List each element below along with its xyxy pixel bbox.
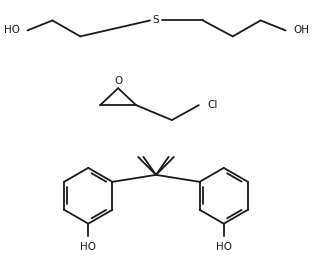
Text: Cl: Cl [208, 100, 218, 110]
Text: HO: HO [216, 242, 232, 252]
Text: O: O [114, 76, 122, 86]
Text: HO: HO [80, 242, 96, 252]
Text: HO: HO [3, 25, 19, 35]
Text: S: S [153, 16, 159, 26]
Text: OH: OH [294, 25, 310, 35]
